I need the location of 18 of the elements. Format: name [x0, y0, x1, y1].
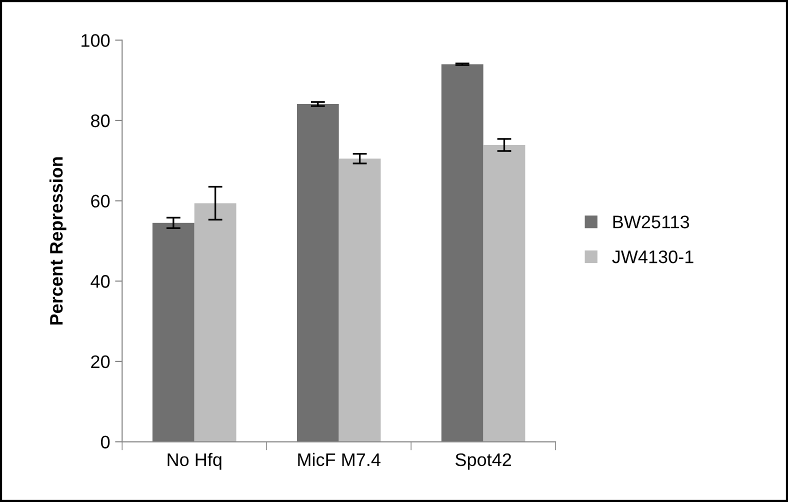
bar: [483, 144, 526, 442]
x-tick-label: MicF M7.4: [298, 452, 380, 466]
y-axis-title: Percent Repression: [49, 157, 66, 325]
y-tick-label: 100: [82, 34, 110, 47]
bar: [338, 158, 381, 442]
y-tick-label: 60: [91, 194, 110, 208]
x-tick-label: Spot42: [456, 453, 512, 470]
legend-label: JW4130-1: [612, 250, 694, 264]
bar: [194, 203, 236, 442]
y-tick-label: 20: [91, 355, 110, 368]
y-tick-label: 0: [101, 436, 110, 448]
x-tick-label: No Hfq: [168, 452, 222, 470]
y-tick-label: 40: [90, 275, 110, 288]
bar: [296, 104, 339, 442]
y-tick-label: 80: [91, 114, 110, 128]
bar: [441, 64, 484, 442]
bar: [152, 222, 194, 442]
legend-label: BW25113: [613, 216, 690, 228]
